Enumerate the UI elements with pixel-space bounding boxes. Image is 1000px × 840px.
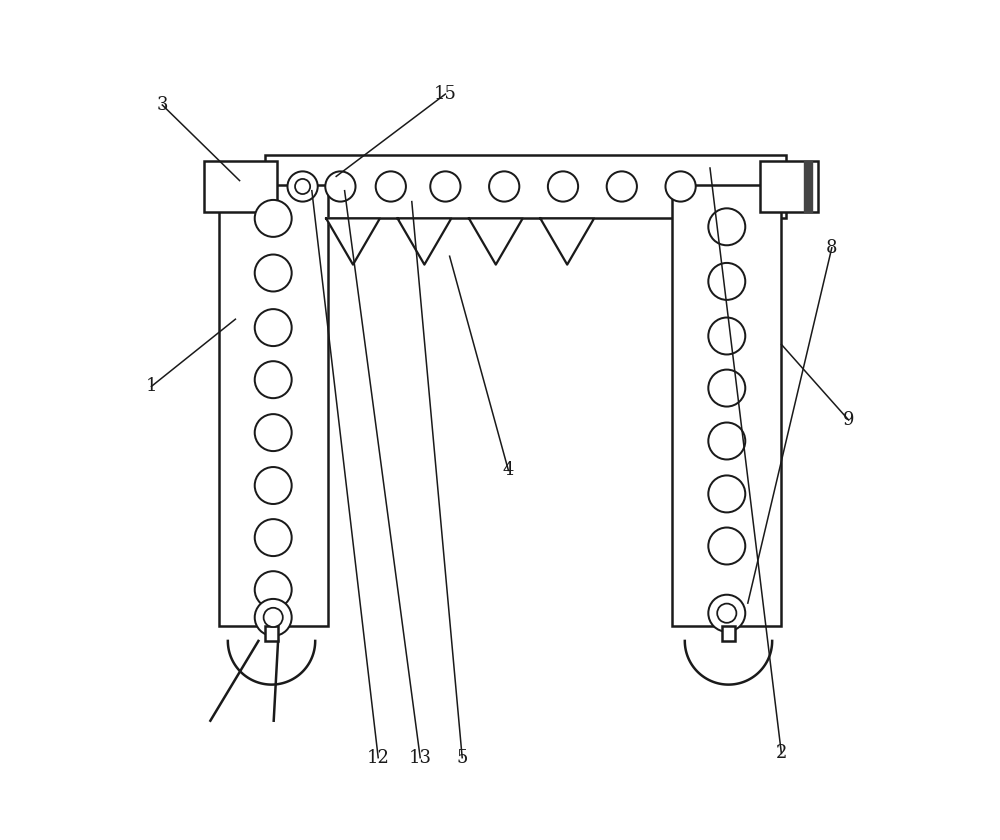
Bar — [672, 185, 781, 626]
Text: 13: 13 — [409, 748, 432, 767]
Polygon shape — [326, 218, 380, 265]
Circle shape — [255, 361, 292, 398]
Bar — [265, 155, 786, 218]
Polygon shape — [398, 218, 451, 265]
Text: 5: 5 — [457, 748, 468, 767]
Text: 3: 3 — [157, 96, 168, 114]
Circle shape — [665, 171, 696, 202]
Text: 8: 8 — [826, 239, 838, 257]
Circle shape — [708, 475, 745, 512]
Circle shape — [376, 171, 406, 202]
Circle shape — [607, 171, 637, 202]
Text: 12: 12 — [367, 748, 390, 767]
Bar — [722, 626, 735, 641]
Circle shape — [255, 599, 292, 636]
Circle shape — [255, 200, 292, 237]
Circle shape — [708, 528, 745, 564]
Text: 4: 4 — [503, 461, 514, 480]
Circle shape — [255, 519, 292, 556]
Circle shape — [708, 208, 745, 245]
Bar — [760, 161, 818, 212]
Text: 2: 2 — [776, 744, 787, 763]
Circle shape — [287, 171, 318, 202]
Bar — [204, 161, 277, 212]
Circle shape — [717, 604, 736, 622]
Polygon shape — [469, 218, 523, 265]
Circle shape — [325, 171, 356, 202]
Circle shape — [708, 595, 745, 632]
Text: 15: 15 — [434, 85, 457, 103]
Circle shape — [255, 467, 292, 504]
Circle shape — [255, 571, 292, 608]
Circle shape — [295, 179, 310, 194]
Circle shape — [708, 318, 745, 354]
Circle shape — [708, 370, 745, 407]
Polygon shape — [540, 218, 594, 265]
Text: 9: 9 — [843, 411, 854, 429]
Circle shape — [264, 608, 283, 627]
Circle shape — [548, 171, 578, 202]
Circle shape — [708, 263, 745, 300]
Circle shape — [708, 423, 745, 459]
Bar — [265, 626, 278, 641]
Circle shape — [255, 309, 292, 346]
Circle shape — [255, 255, 292, 291]
Text: 1: 1 — [146, 377, 157, 396]
Circle shape — [489, 171, 519, 202]
Bar — [219, 185, 328, 626]
Circle shape — [255, 414, 292, 451]
Circle shape — [430, 171, 461, 202]
